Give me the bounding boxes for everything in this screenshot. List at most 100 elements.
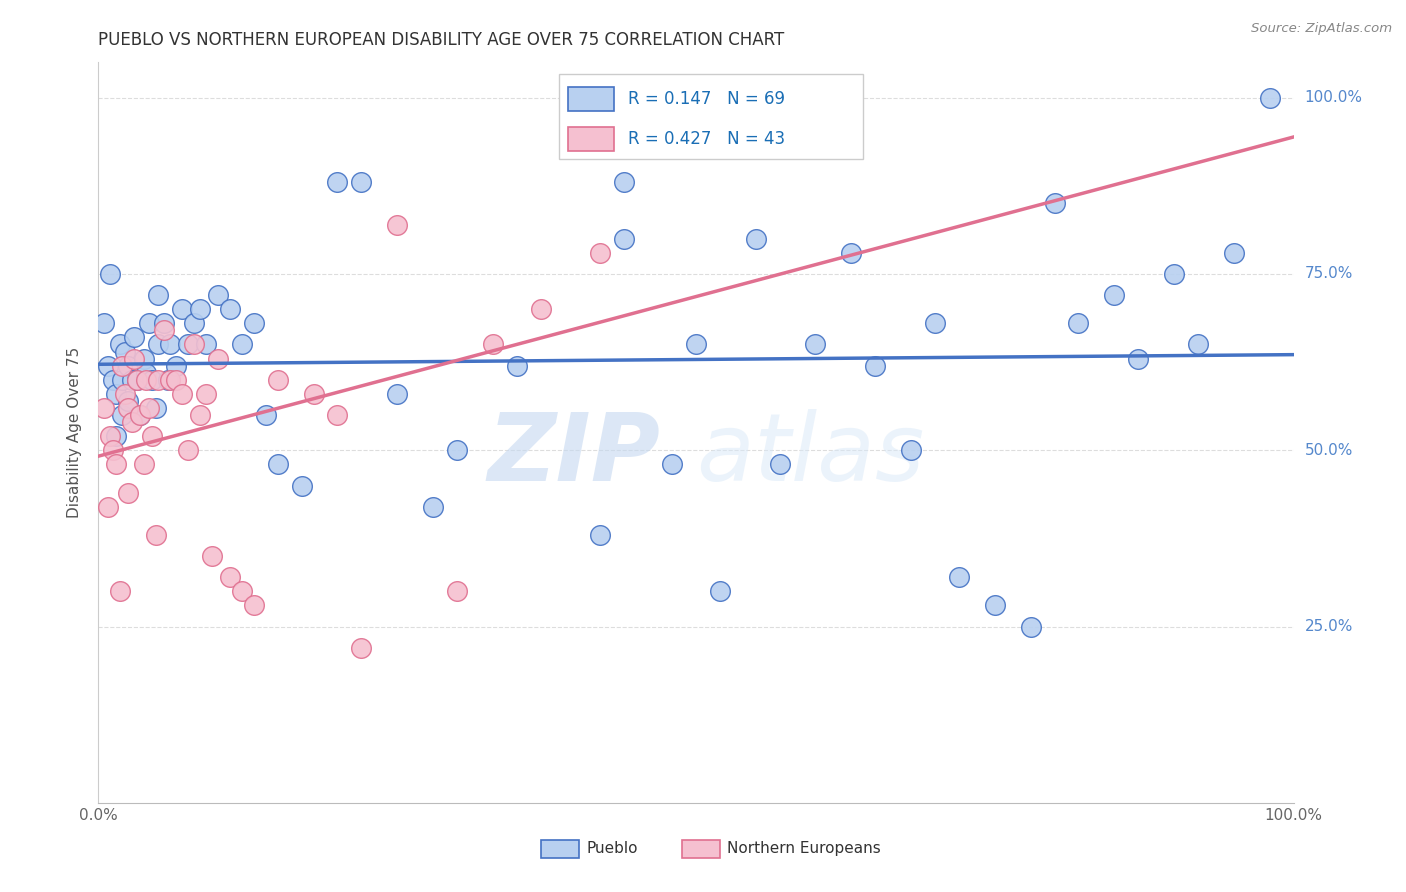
Point [93,401,115,415]
Point [172,302,194,317]
Point [188,302,211,317]
Point [105,458,128,472]
Point [132,351,155,366]
Point [422,500,444,514]
Point [117,359,139,373]
Point [93,316,115,330]
Point [97,500,120,514]
Point [159,373,181,387]
Y-axis label: Disability Age Over 75: Disability Age Over 75 [67,347,83,518]
Text: 75.0%: 75.0% [1305,267,1353,282]
Point [105,387,128,401]
Point [350,640,373,655]
Point [254,408,277,422]
Point [302,387,325,401]
Text: R = 0.427   N = 43: R = 0.427 N = 43 [628,130,785,148]
Point [1043,196,1066,211]
Point [125,373,148,387]
Point [135,366,157,380]
Point [709,584,731,599]
Point [121,373,143,387]
Point [125,373,148,387]
Text: Northern Europeans: Northern Europeans [727,841,880,856]
Point [231,584,253,599]
Point [1067,316,1090,330]
Point [98,429,122,443]
Point [207,351,229,366]
Point [117,485,139,500]
Point [195,337,218,351]
Text: PUEBLO VS NORTHERN EUROPEAN DISABILITY AGE OVER 75 CORRELATION CHART: PUEBLO VS NORTHERN EUROPEAN DISABILITY A… [98,31,785,49]
Point [148,373,170,387]
Point [841,245,863,260]
Point [804,337,827,351]
FancyBboxPatch shape [541,840,579,858]
Point [326,408,349,422]
Text: 50.0%: 50.0% [1305,442,1353,458]
Point [924,316,946,330]
FancyBboxPatch shape [558,73,863,159]
Point [613,175,636,189]
Point [201,549,224,563]
Text: ZIP: ZIP [488,409,661,500]
Point [243,599,266,613]
Point [243,316,266,330]
Point [183,337,205,351]
FancyBboxPatch shape [682,840,720,858]
Point [231,337,253,351]
Point [177,443,200,458]
Point [117,401,139,415]
Point [481,337,505,351]
Point [105,429,128,443]
Point [148,288,170,302]
Point [589,528,612,542]
Point [145,528,167,542]
Point [153,323,176,337]
Point [114,387,136,401]
Point [98,267,122,281]
Point [129,408,152,422]
Point [685,337,707,351]
Point [1258,91,1281,105]
Point [138,316,160,330]
Point [124,351,146,366]
Point [1223,245,1246,260]
Point [446,443,468,458]
Point [385,387,409,401]
Point [350,175,373,189]
Point [326,175,349,189]
Text: 25.0%: 25.0% [1305,619,1353,634]
FancyBboxPatch shape [568,127,613,151]
Point [148,337,170,351]
Point [745,232,768,246]
Point [101,373,124,387]
Point [108,337,131,351]
Point [97,359,120,373]
Text: atlas: atlas [696,409,924,500]
Point [219,302,242,317]
Point [135,373,157,387]
Point [1187,337,1209,351]
Point [132,458,155,472]
Point [108,584,131,599]
Point [138,401,160,415]
Point [506,359,529,373]
Point [219,570,242,584]
Text: Pueblo: Pueblo [586,841,637,856]
Point [153,316,176,330]
Point [121,415,143,429]
Point [177,337,200,351]
Point [141,373,163,387]
Point [626,126,648,140]
Point [207,288,229,302]
Point [129,408,152,422]
Point [183,316,205,330]
Point [900,443,922,458]
Point [661,458,683,472]
Point [111,408,134,422]
Point [1163,267,1185,281]
Point [114,344,136,359]
Point [768,458,790,472]
Point [165,359,187,373]
Point [156,373,179,387]
